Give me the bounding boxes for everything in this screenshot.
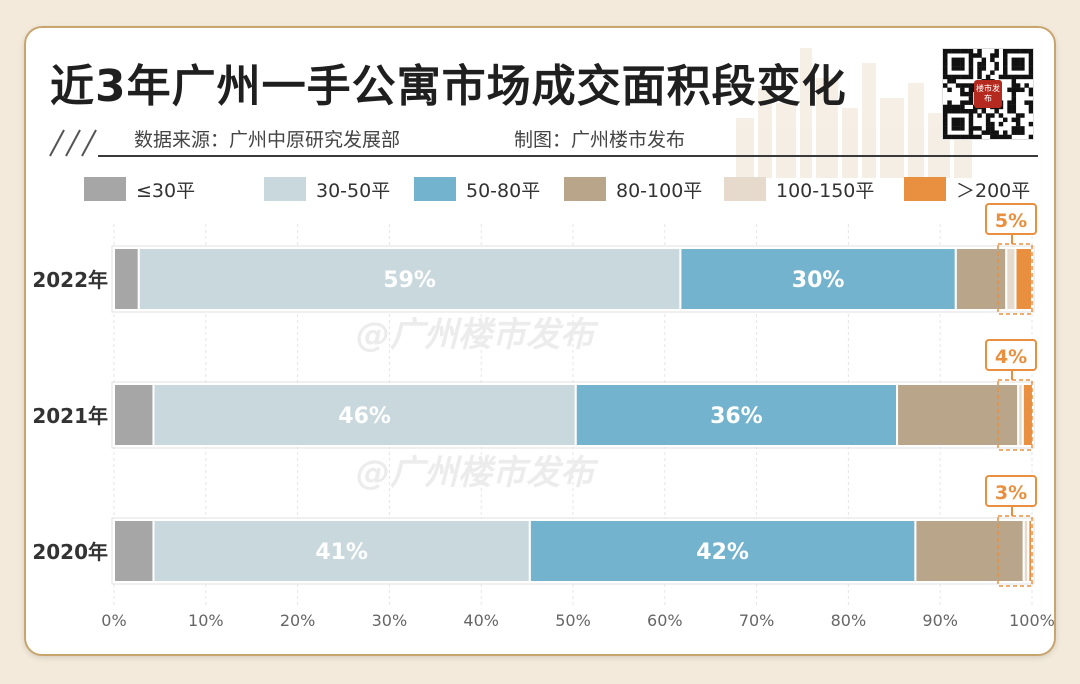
bar-segment [954,247,1008,311]
data-label: 36% [710,404,763,429]
legend-label: 100-150平 [776,179,875,202]
page-title: 近3年广州一手公寓市场成交面积段变化 [50,61,847,112]
qr-center-text: 楼市发布 [976,84,1000,103]
data-label: 30% [792,268,845,293]
legend-item-50-80: 50-80平 [414,174,540,204]
legend-swatch [84,177,126,201]
legend-item-100-150: 100-150平 [724,174,874,204]
bar-segment [113,519,155,583]
slash-decoration [49,129,97,157]
legend-label: ≤30平 [136,179,196,202]
legend-swatch [414,177,456,201]
x-tick-label: 90% [922,611,958,630]
x-tick-label: 70% [739,611,775,630]
x-tick-label: 0% [101,611,126,630]
callout-label: 4% [995,346,1027,368]
bar-outline [111,517,1035,585]
x-tick-label: 30% [372,611,408,630]
chart-legend: ≤30平 30-50平 50-80平 80-100平 100-150平 ＞200… [84,174,1030,204]
header-divider [98,155,1038,157]
legend-swatch [264,177,306,201]
legend-label: ＞200平 [956,179,1031,202]
x-tick-label: 60% [647,611,683,630]
bar-segment [152,519,531,583]
legend-item-le30: ≤30平 [84,174,195,204]
qr-code-icon[interactable]: 楼市发布 [942,48,1034,140]
legend-label: 50-80平 [466,179,541,202]
bar-segment [896,383,1020,447]
callout-highlight [997,379,1033,451]
data-label: 42% [696,540,749,565]
x-tick-label: 100% [1009,611,1054,630]
x-tick-label: 40% [463,611,499,630]
watermark-text: @广州楼市发布 [356,453,599,493]
bar-segment [113,247,140,311]
bar-segment [1027,519,1034,583]
x-tick-label: 10% [188,611,224,630]
legend-label: 80-100平 [616,179,703,202]
skyline-decoration [736,48,972,178]
legend-swatch [904,177,946,201]
qr-center-badge: 楼市发布 [974,80,1002,108]
category-label: 2022年 [32,268,108,292]
bar-outline [111,381,1035,449]
bar-outline [111,245,1035,313]
legend-item-30-50: 30-50平 [264,174,390,204]
callout-highlight [997,243,1033,315]
bar-segment [528,519,917,583]
chart-maker: 制图：广州楼市发布 [514,129,686,151]
bar-segment [914,519,1025,583]
legend-swatch [564,177,606,201]
category-label: 2021年 [32,404,108,428]
bar-segment [1021,383,1034,447]
data-label: 46% [338,404,391,429]
watermark-text: @广州楼市发布 [356,315,599,355]
callout-highlight [997,515,1033,587]
bar-segment [113,383,155,447]
data-label: 59% [383,268,436,293]
chart-card: 近3年广州一手公寓市场成交面积段变化 数据来源：广州中原研究发展部 制图：广州楼… [24,26,1056,656]
bar-segment [1014,247,1034,311]
legend-item-80-100: 80-100平 [564,174,702,204]
legend-swatch [724,177,766,201]
category-label: 2020年 [32,540,108,564]
bar-segment [679,247,957,311]
bar-segment [574,383,899,447]
callout-label: 3% [995,482,1027,504]
bar-segment [137,247,682,311]
data-label: 41% [315,540,368,565]
legend-item-gt200: ＞200平 [904,174,1030,204]
legend-label: 30-50平 [316,179,391,202]
x-tick-label: 50% [555,611,591,630]
stacked-bar-chart: 0% 10% 20% 30% 40% 50% 60% 70% 80% 90% 100% @广州楼市发布… [32,203,1054,630]
callout-label: 5% [995,210,1027,232]
bar-segment [1005,247,1017,311]
x-tick-label: 80% [831,611,867,630]
x-tick-label: 20% [280,611,316,630]
data-source: 数据来源：广州中原研究发展部 [134,129,401,151]
